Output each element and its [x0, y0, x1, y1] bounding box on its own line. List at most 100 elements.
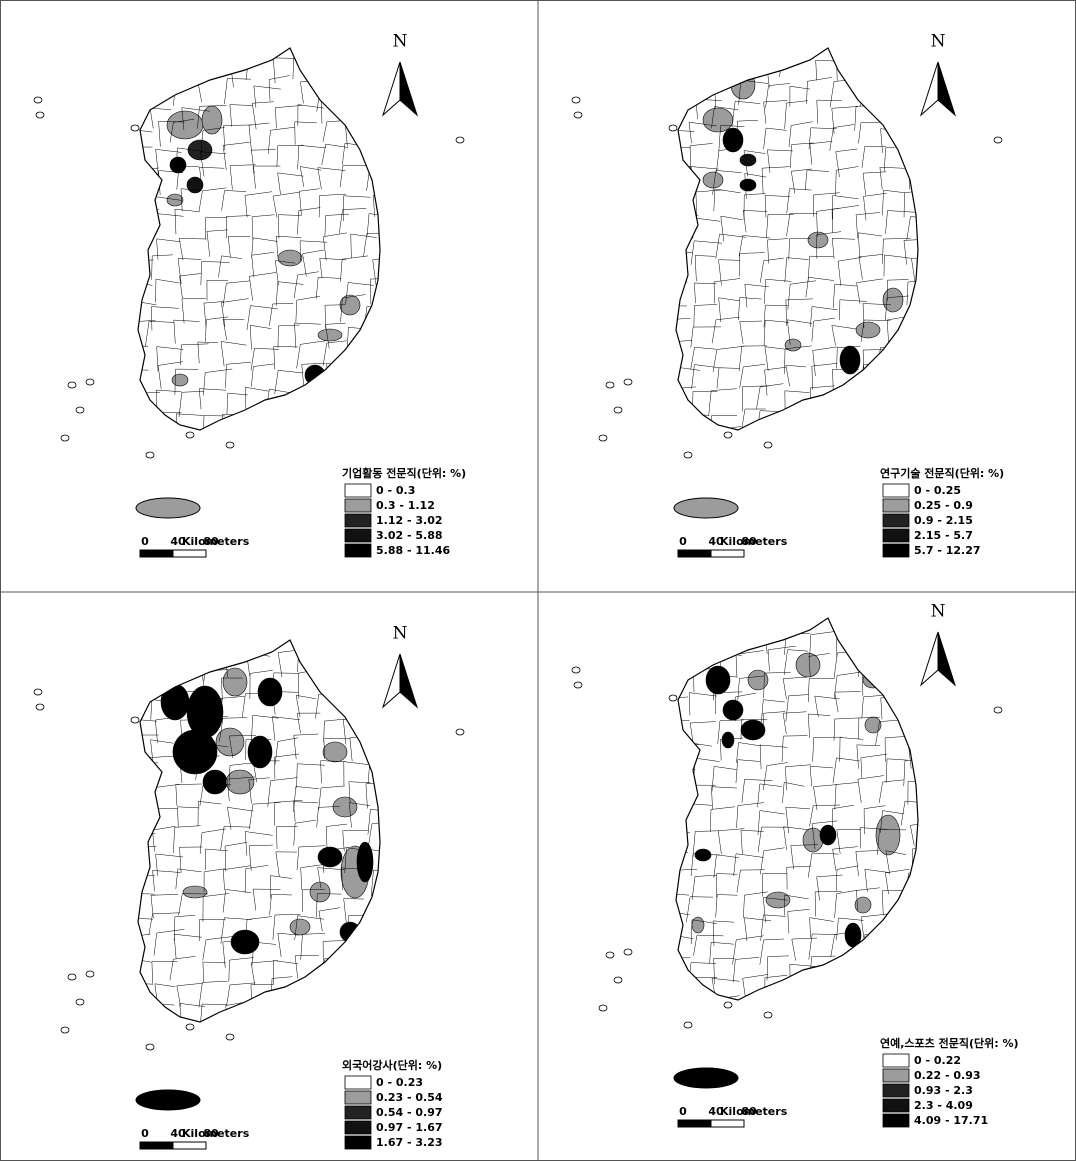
island: [614, 977, 622, 983]
legend-title: 연예,스포츠 전문직(단위: %): [880, 1036, 1019, 1050]
island: [86, 971, 94, 977]
district-shaded: [703, 172, 723, 188]
district-shaded: [290, 919, 310, 935]
district-shaded: [706, 666, 730, 694]
legend-swatch: [345, 484, 371, 497]
legend-label: 0.25 - 0.9: [914, 499, 973, 512]
district-shaded: [323, 742, 347, 762]
legend-swatch: [345, 1136, 371, 1149]
district-shaded: [333, 797, 357, 817]
island: [764, 1012, 772, 1018]
scale-bar-black: [678, 550, 711, 557]
jeju-island: [674, 498, 738, 518]
legend-title: 외국어강사(단위: %): [342, 1058, 442, 1072]
legend-label: 2.3 - 4.09: [914, 1099, 973, 1112]
scale-label: 0: [141, 535, 149, 548]
district-shaded: [692, 917, 704, 933]
district-shaded: [318, 329, 342, 341]
island: [724, 432, 732, 438]
district-shaded: [278, 250, 302, 266]
legend-swatch: [883, 1054, 909, 1067]
legend-swatch: [345, 514, 371, 527]
district-shaded: [202, 106, 222, 134]
island: [994, 707, 1002, 713]
legend-swatch: [345, 1091, 371, 1104]
island: [669, 125, 677, 131]
island: [684, 452, 692, 458]
scale-label: 0: [141, 1127, 149, 1140]
island: [146, 1044, 154, 1050]
island: [131, 717, 139, 723]
district-shaded: [840, 346, 860, 374]
island: [572, 97, 580, 103]
district-shaded: [876, 815, 900, 855]
island: [131, 125, 139, 131]
legend-label: 0.54 - 0.97: [376, 1106, 443, 1119]
scale-bar-white: [173, 1142, 206, 1149]
island: [68, 382, 76, 388]
body: N04080Kilometers기업활동 전문직(단위: %)0 - 0.30.…: [0, 0, 1076, 1161]
jeju-island: [674, 1068, 738, 1088]
scale-bar-white: [711, 550, 744, 557]
island: [724, 1002, 732, 1008]
page: Maps {"panels": [ {"north": "N", "legend…: [0, 0, 1076, 1161]
district-shaded: [796, 653, 820, 677]
north-label: N: [393, 624, 408, 644]
island: [226, 442, 234, 448]
legend-title: 기업활동 전문직(단위: %): [342, 466, 466, 480]
island: [456, 137, 464, 143]
district-shaded: [703, 108, 733, 132]
island: [86, 379, 94, 385]
island: [76, 999, 84, 1005]
island: [684, 1022, 692, 1028]
island: [614, 407, 622, 413]
island: [186, 432, 194, 438]
scale-bar-white: [711, 1120, 744, 1127]
island: [186, 1024, 194, 1030]
legend-label: 3.02 - 5.88: [376, 529, 443, 542]
island: [61, 1027, 69, 1033]
legend-swatch: [345, 1106, 371, 1119]
island: [764, 442, 772, 448]
island: [606, 382, 614, 388]
island: [36, 704, 44, 710]
legend-label: 0.22 - 0.93: [914, 1069, 981, 1082]
island: [34, 689, 42, 695]
scale-label: 0: [679, 1105, 687, 1118]
legend-swatch: [345, 1076, 371, 1089]
figure: N04080Kilometers기업활동 전문직(단위: %)0 - 0.30.…: [0, 0, 1076, 1161]
legend-label: 0 - 0.3: [376, 484, 415, 497]
legend-label: 0 - 0.23: [376, 1076, 423, 1089]
legend-swatch: [883, 1084, 909, 1097]
legend-label: 4.09 - 17.71: [914, 1114, 988, 1127]
legend-label: 0.93 - 2.3: [914, 1084, 973, 1097]
legend-label: 5.88 - 11.46: [376, 544, 451, 557]
island: [76, 407, 84, 413]
district-shaded: [172, 374, 188, 386]
legend-label: 0.3 - 1.12: [376, 499, 435, 512]
north-label: N: [393, 32, 408, 52]
scale-unit: Kilometers: [720, 1105, 788, 1118]
legend-swatch: [345, 544, 371, 557]
district-shaded: [695, 849, 711, 861]
island: [68, 974, 76, 980]
island: [994, 137, 1002, 143]
legend-label: 2.15 - 5.7: [914, 529, 973, 542]
island: [146, 452, 154, 458]
north-label: N: [931, 32, 946, 52]
legend-swatch: [883, 529, 909, 542]
legend-swatch: [883, 1099, 909, 1112]
island: [624, 379, 632, 385]
district-shaded: [723, 700, 743, 720]
island: [574, 112, 582, 118]
island: [226, 1034, 234, 1040]
legend-title: 연구기술 전문직(단위: %): [880, 466, 1004, 480]
district-shaded: [722, 732, 734, 748]
district-shaded: [258, 678, 282, 706]
legend-label: 1.12 - 3.02: [376, 514, 443, 527]
district-shaded: [310, 882, 330, 902]
legend-label: 0.97 - 1.67: [376, 1121, 443, 1134]
legend-swatch: [883, 1069, 909, 1082]
island: [574, 682, 582, 688]
scale-bar-black: [140, 550, 173, 557]
